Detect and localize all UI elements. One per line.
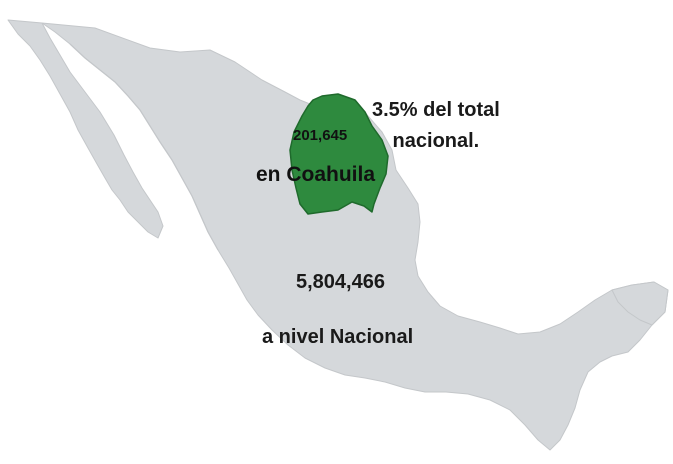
gulf-of-california-coast [69, 43, 219, 251]
mexico-mainland [41, 22, 669, 451]
percent-line-2: nacional. [392, 130, 480, 152]
national-value-label: 5,804,466 [296, 271, 385, 293]
coahuila-value-label: 201,645 [293, 127, 348, 144]
coahuila-state [289, 93, 389, 215]
percent-of-total-label: 3.5% del total nacional. [372, 95, 500, 157]
coahuila-caption-label: en Coahuila [256, 163, 376, 186]
yucatan-peninsula [611, 281, 669, 326]
percent-line-1: 3.5% del total [372, 99, 500, 121]
baja-california-peninsula [7, 19, 164, 239]
national-caption-label: a nivel Nacional [262, 326, 414, 348]
